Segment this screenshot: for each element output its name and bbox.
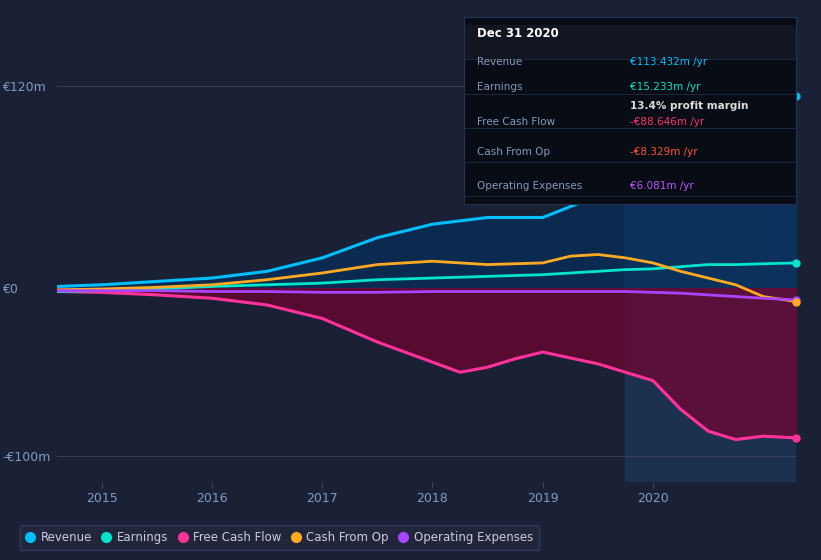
Text: Dec 31 2020: Dec 31 2020 [477,27,559,40]
Text: Earnings: Earnings [477,82,523,92]
Text: 13.4% profit margin: 13.4% profit margin [631,101,749,111]
Bar [626,56,796,482]
Text: €113.432m /yr: €113.432m /yr [631,57,707,67]
Text: Revenue: Revenue [477,57,522,67]
Text: €15.233m /yr: €15.233m /yr [631,82,700,92]
Text: -€8.329m /yr: -€8.329m /yr [631,147,698,157]
Text: Cash From Op: Cash From Op [477,147,550,157]
Legend: Revenue, Earnings, Free Cash Flow, Cash From Op, Operating Expenses: Revenue, Earnings, Free Cash Flow, Cash … [20,525,539,550]
Bar [464,25,796,59]
Text: -€88.646m /yr: -€88.646m /yr [631,117,704,127]
Text: Free Cash Flow: Free Cash Flow [477,117,555,127]
Text: Operating Expenses: Operating Expenses [477,181,582,190]
Text: €6.081m /yr: €6.081m /yr [631,181,694,190]
